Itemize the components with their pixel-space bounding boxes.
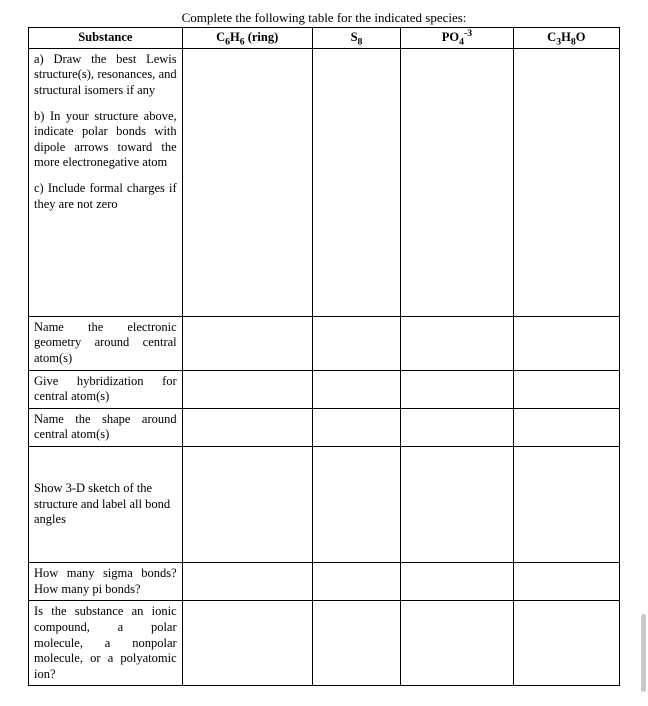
cell-blank <box>401 408 513 446</box>
cell-blank <box>513 48 619 316</box>
cell-egeom-prompt: Name the electronic geometry around cent… <box>29 316 183 370</box>
cell-blank <box>513 563 619 601</box>
cell-blank <box>513 316 619 370</box>
prompt-c: c) Include formal charges if they are no… <box>34 181 177 212</box>
cell-blank <box>401 370 513 408</box>
row-lewis: a) Draw the best Lewis structure(s), res… <box>29 48 620 316</box>
cell-blank <box>312 316 401 370</box>
cell-blank <box>182 447 312 563</box>
header-substance: Substance <box>29 28 183 49</box>
cell-lewis-prompt: a) Draw the best Lewis structure(s), res… <box>29 48 183 316</box>
cell-blank <box>312 601 401 686</box>
cell-blank <box>401 48 513 316</box>
cell-blank <box>182 563 312 601</box>
cell-blank <box>312 447 401 563</box>
cell-blank <box>513 601 619 686</box>
cell-blank <box>401 601 513 686</box>
prompt-b: b) In your structure above, indicate pol… <box>34 109 177 172</box>
cell-blank <box>182 370 312 408</box>
header-po4: PO4-3 <box>401 28 513 49</box>
cell-blank <box>312 408 401 446</box>
cell-blank <box>312 563 401 601</box>
cell-blank <box>401 447 513 563</box>
worksheet-page: Complete the following table for the ind… <box>0 0 648 706</box>
row-shape: Name the shape around central atom(s) <box>29 408 620 446</box>
cell-sketch-prompt: Show 3-D sketch of the structure and lab… <box>29 447 183 563</box>
cell-blank <box>182 48 312 316</box>
cell-blank <box>513 370 619 408</box>
cell-shape-prompt: Name the shape around central atom(s) <box>29 408 183 446</box>
cell-blank <box>312 370 401 408</box>
row-egeom: Name the electronic geometry around cent… <box>29 316 620 370</box>
cell-classify-prompt: Is the substance an ionic compound, a po… <box>29 601 183 686</box>
prompt-a: a) Draw the best Lewis structure(s), res… <box>34 52 177 99</box>
header-c6h6: C6H6 (ring) <box>182 28 312 49</box>
row-classify: Is the substance an ionic compound, a po… <box>29 601 620 686</box>
cell-blank <box>401 563 513 601</box>
row-hybrid: Give hybridization for central atom(s) <box>29 370 620 408</box>
cell-blank <box>312 48 401 316</box>
cell-blank <box>401 316 513 370</box>
species-table: Substance C6H6 (ring) S8 PO4-3 C3H8O a) … <box>28 27 620 686</box>
row-sketch: Show 3-D sketch of the structure and lab… <box>29 447 620 563</box>
cell-sigmapi-prompt: How many sigma bonds? How many pi bonds? <box>29 563 183 601</box>
header-s8: S8 <box>312 28 401 49</box>
cell-blank <box>513 447 619 563</box>
cell-blank <box>182 601 312 686</box>
table-caption: Complete the following table for the ind… <box>28 10 620 26</box>
header-c3h8o: C3H8O <box>513 28 619 49</box>
header-row: Substance C6H6 (ring) S8 PO4-3 C3H8O <box>29 28 620 49</box>
cell-blank <box>182 316 312 370</box>
cell-blank <box>513 408 619 446</box>
row-sigmapi: How many sigma bonds? How many pi bonds? <box>29 563 620 601</box>
cell-blank <box>182 408 312 446</box>
scrollbar-thumb[interactable] <box>641 614 646 692</box>
cell-hybrid-prompt: Give hybridization for central atom(s) <box>29 370 183 408</box>
